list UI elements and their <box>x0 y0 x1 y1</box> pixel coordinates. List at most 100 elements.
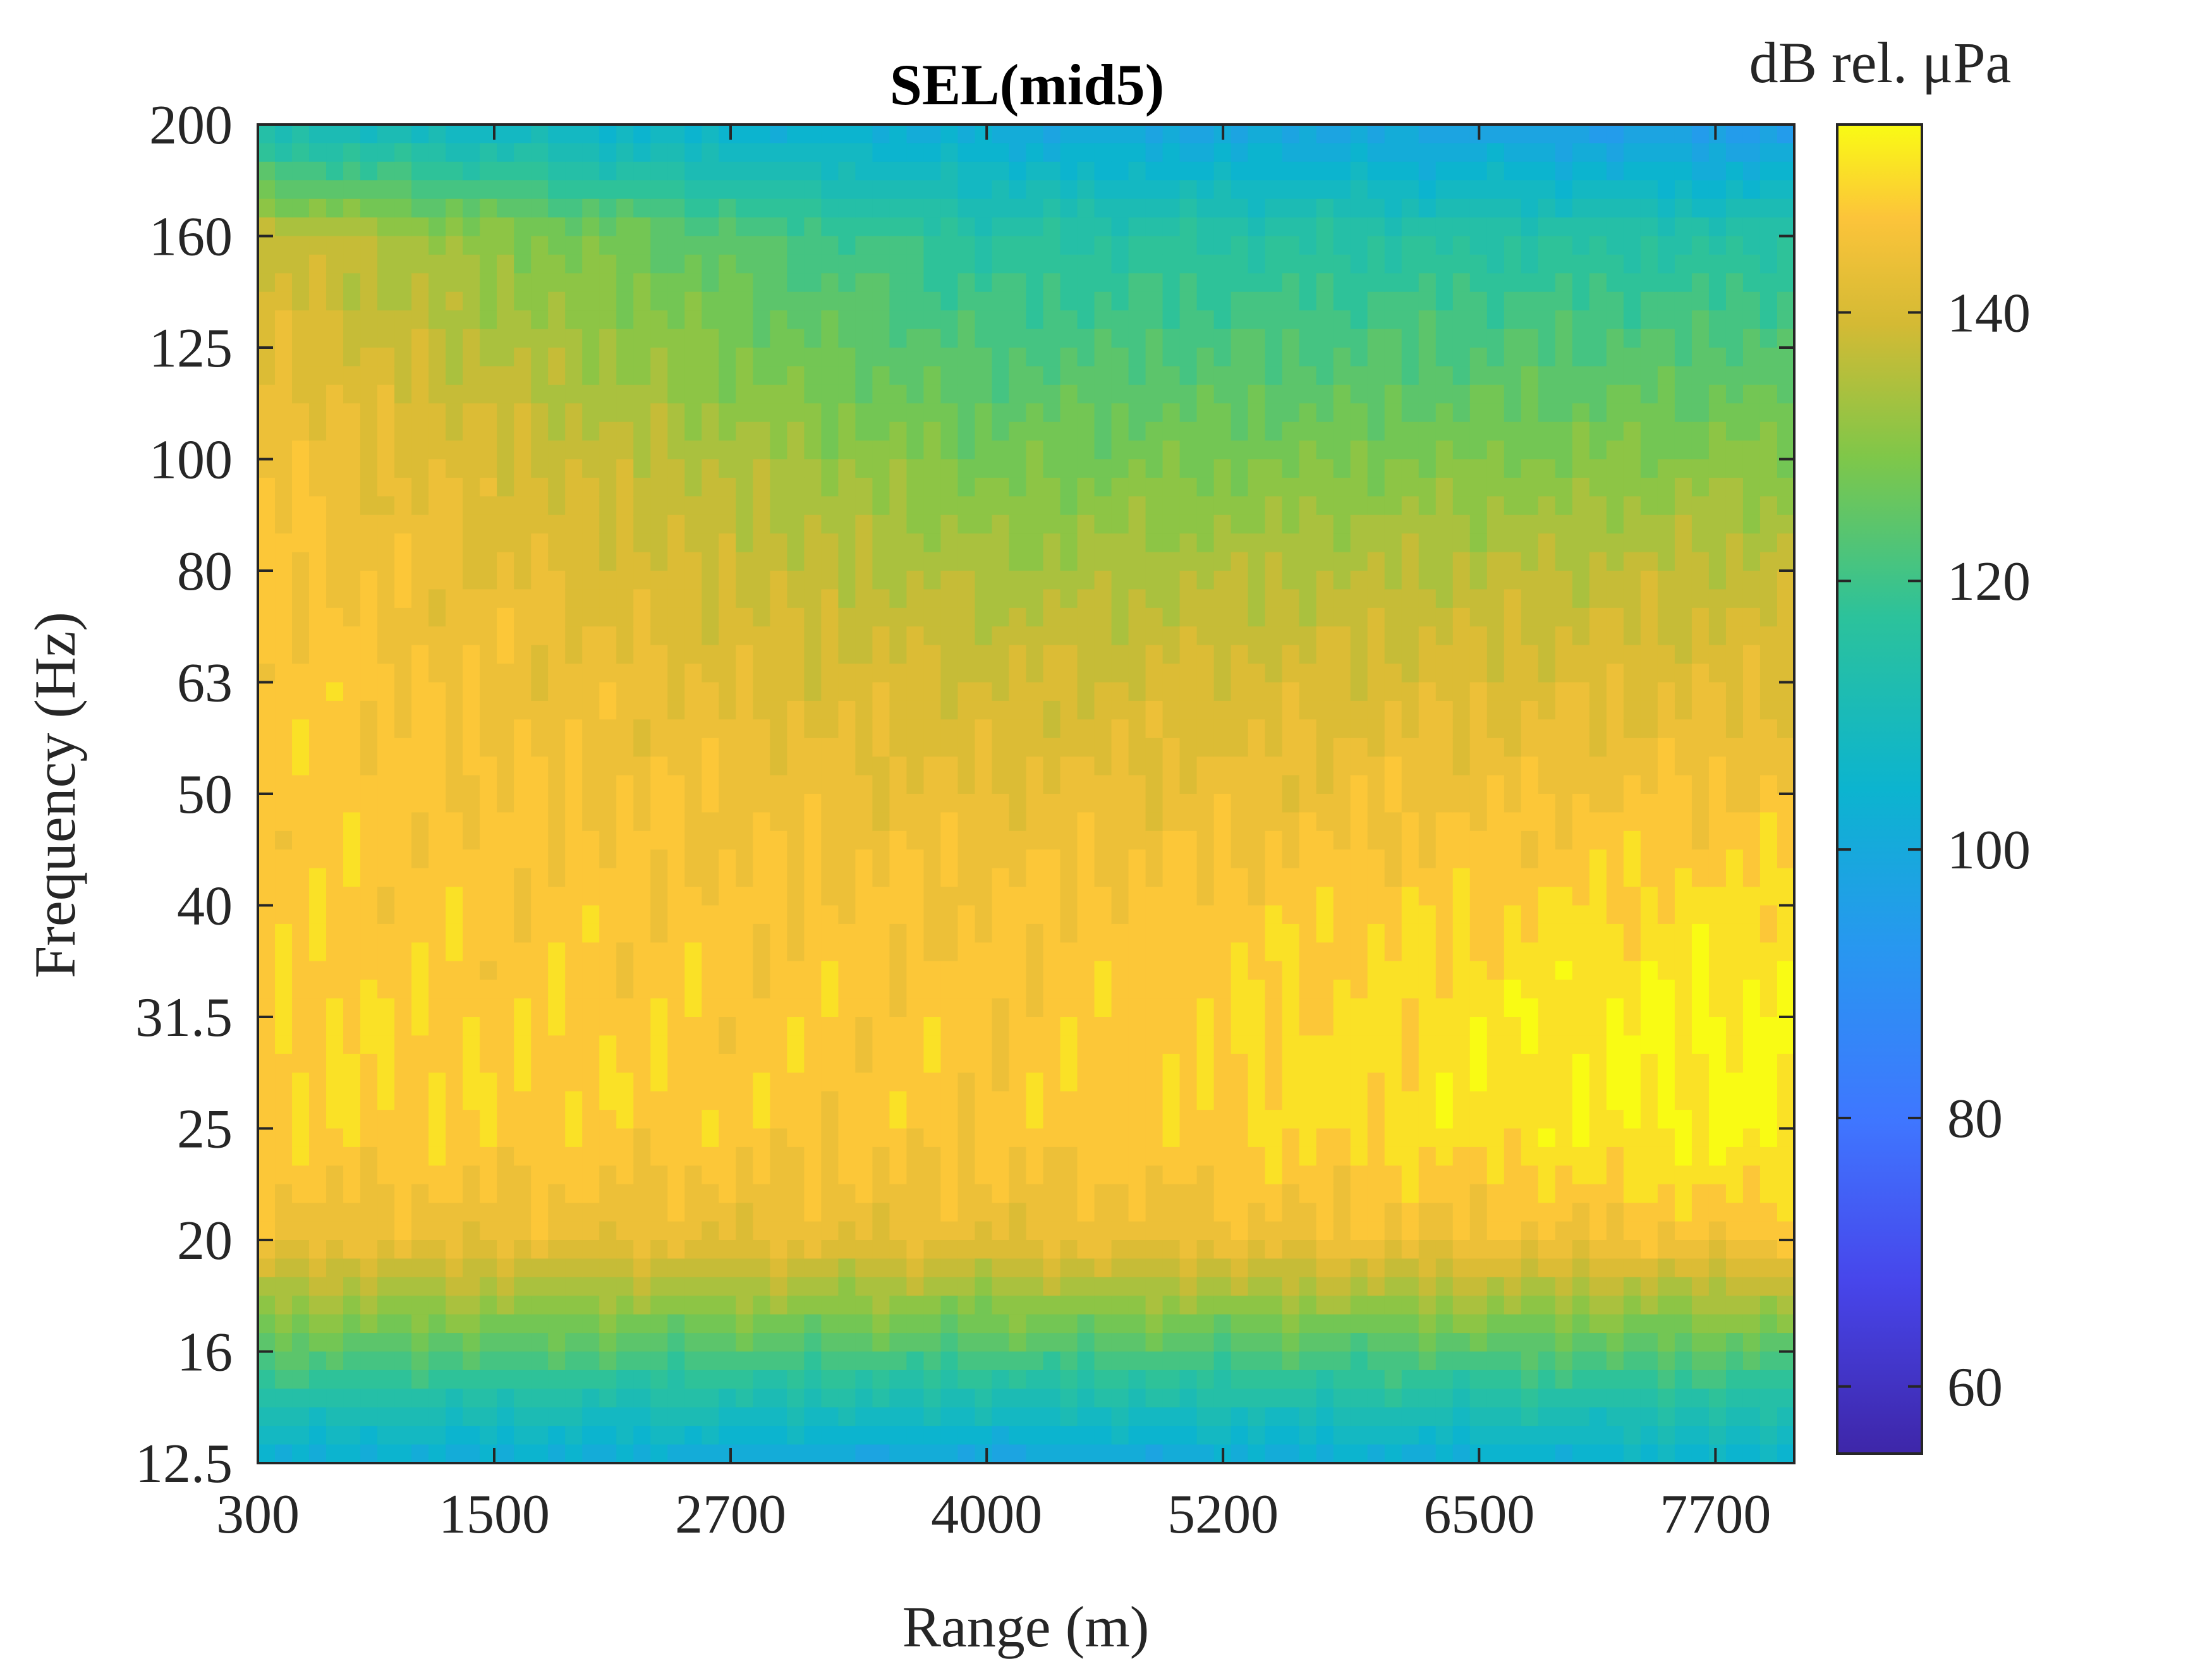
heatmap-cell <box>1316 1296 1334 1315</box>
heatmap-cell <box>1231 1370 1249 1390</box>
heatmap-cell <box>411 1389 429 1408</box>
heatmap-cell <box>1060 1258 1078 1278</box>
heatmap-cell <box>582 180 600 200</box>
heatmap-cell <box>599 514 617 534</box>
heatmap-cell <box>1282 757 1300 776</box>
heatmap-cell <box>753 310 771 330</box>
heatmap-cell <box>804 626 822 646</box>
heatmap-cell <box>377 1146 395 1167</box>
heatmap-cell <box>1009 459 1027 478</box>
heatmap-cell <box>446 887 463 906</box>
heatmap-cell <box>1145 1351 1164 1371</box>
heatmap-cell <box>957 384 976 404</box>
heatmap-cell <box>889 1146 908 1167</box>
heatmap-cell <box>923 1221 942 1241</box>
heatmap-cell <box>463 1035 480 1055</box>
heatmap-cell <box>1196 571 1215 590</box>
heatmap-cell <box>1162 664 1181 683</box>
heatmap-cell <box>770 459 788 478</box>
heatmap-cell <box>821 1054 839 1074</box>
heatmap-cell <box>702 1073 720 1092</box>
heatmap-cell <box>1162 719 1181 739</box>
heatmap-cell <box>1367 1128 1385 1148</box>
heatmap-cell <box>275 1184 293 1203</box>
heatmap-cell <box>684 125 703 144</box>
heatmap-cell <box>1196 291 1215 311</box>
heatmap-cell <box>1009 1035 1027 1055</box>
heatmap-cell <box>804 700 822 720</box>
heatmap-cell <box>616 980 635 999</box>
heatmap-cell <box>1128 1314 1146 1334</box>
heatmap-cell <box>1384 161 1402 181</box>
heatmap-cell <box>992 1296 1010 1315</box>
heatmap-cell <box>292 348 310 367</box>
heatmap-cell <box>975 942 993 962</box>
heatmap-cell <box>1418 198 1437 218</box>
heatmap-cell <box>343 607 361 628</box>
heatmap-cell <box>514 961 532 980</box>
heatmap-cell <box>1009 738 1027 757</box>
heatmap-cell <box>804 1351 822 1371</box>
heatmap-cell <box>531 905 549 925</box>
heatmap-cell <box>889 459 908 478</box>
heatmap-cell <box>326 291 344 311</box>
heatmap-cell <box>667 161 686 181</box>
heatmap-cell <box>1418 1146 1437 1167</box>
heatmap-cell <box>855 1351 873 1371</box>
heatmap-cell <box>1350 849 1368 869</box>
heatmap-cell <box>719 1333 737 1352</box>
heatmap-cell <box>1077 514 1095 534</box>
heatmap-cell <box>1196 1426 1215 1445</box>
heatmap-cell <box>940 757 959 776</box>
heatmap-cell <box>1077 719 1095 739</box>
heatmap-cell <box>855 1165 873 1185</box>
heatmap-cell <box>975 533 993 553</box>
heatmap-cell <box>1248 1333 1266 1352</box>
heatmap-cell <box>906 626 925 646</box>
heatmap-cell <box>531 1165 549 1185</box>
heatmap-cell <box>702 719 720 739</box>
heatmap-cell <box>975 1110 993 1129</box>
heatmap-cell <box>787 533 805 553</box>
heatmap-cell <box>377 422 395 441</box>
heatmap-cell <box>309 180 327 200</box>
heatmap-cell <box>309 1370 327 1390</box>
heatmap-cell <box>360 161 378 181</box>
heatmap-cell <box>497 849 514 869</box>
heatmap-cell <box>258 496 276 516</box>
heatmap-cell <box>872 217 890 237</box>
heatmap-cell <box>394 1128 412 1148</box>
heatmap-cell <box>1316 645 1334 664</box>
heatmap-cell <box>1077 1221 1095 1241</box>
heatmap-cell <box>1094 607 1112 628</box>
heatmap-cell <box>446 1128 463 1148</box>
heatmap-cell <box>531 794 549 813</box>
heatmap-cell <box>428 1333 446 1352</box>
heatmap-cell <box>463 1370 480 1390</box>
heatmap-cell <box>1384 849 1402 869</box>
heatmap-cell <box>377 198 395 218</box>
heatmap-cell <box>821 254 839 274</box>
heatmap-cell <box>923 143 942 162</box>
heatmap-cell <box>258 645 276 664</box>
heatmap-cell <box>650 1165 669 1185</box>
heatmap-cell <box>872 1054 890 1074</box>
heatmap-cell <box>599 384 617 404</box>
heatmap-cell <box>1384 905 1402 925</box>
heatmap-cell <box>599 291 617 311</box>
heatmap-cell <box>1009 812 1027 832</box>
heatmap-cell <box>1299 329 1317 348</box>
heatmap-cell <box>428 1444 446 1463</box>
heatmap-cell <box>463 533 480 553</box>
heatmap-cell <box>548 682 566 702</box>
heatmap-cell <box>599 607 617 628</box>
heatmap-cell <box>1231 552 1249 571</box>
heatmap-cell <box>1111 143 1129 162</box>
heatmap-cell <box>838 1444 856 1463</box>
heatmap-cell <box>1282 682 1300 702</box>
heatmap-cell <box>292 1091 310 1110</box>
heatmap-cell <box>1367 998 1385 1018</box>
heatmap-cell <box>1213 664 1232 683</box>
heatmap-cell <box>343 1203 361 1222</box>
heatmap-cell <box>872 682 890 702</box>
